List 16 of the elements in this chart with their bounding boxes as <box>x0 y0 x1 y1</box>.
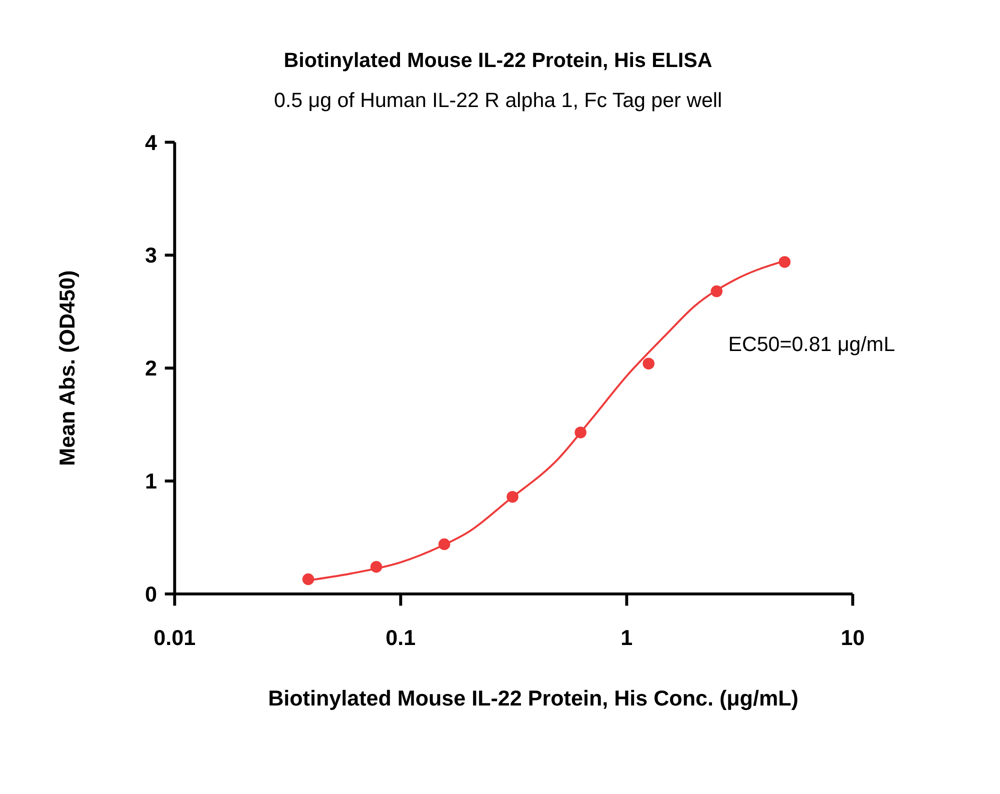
point <box>302 573 314 586</box>
y-tick-label: 2 <box>145 356 158 381</box>
x-tick-label: 1 <box>620 624 633 650</box>
y-tick-label: 3 <box>145 242 158 268</box>
y-tick-label: 0 <box>145 581 158 606</box>
y-axis-title: Mean Abs. (OD450) <box>54 270 80 466</box>
chart-title: Biotinylated Mouse IL-22 Protein, His ELISA <box>284 48 712 72</box>
y-tick-label: 4 <box>145 130 158 155</box>
point <box>642 358 654 370</box>
x-tick-label: 0.1 <box>386 624 416 650</box>
chart-subtitle: 0.5 μg of Human IL-22 R alpha 1, Fc Tag per well <box>274 88 722 112</box>
x-tick-label: 0.01 <box>154 624 196 650</box>
annotation: EC50=0.81 μg/mL <box>728 332 896 356</box>
y-tick-label: 1 <box>145 468 158 494</box>
x-axis-title: Biotinylated Mouse IL-22 Protein, His Conc. (μg/mL) <box>268 686 798 711</box>
x-tick-label: 10 <box>840 624 865 650</box>
